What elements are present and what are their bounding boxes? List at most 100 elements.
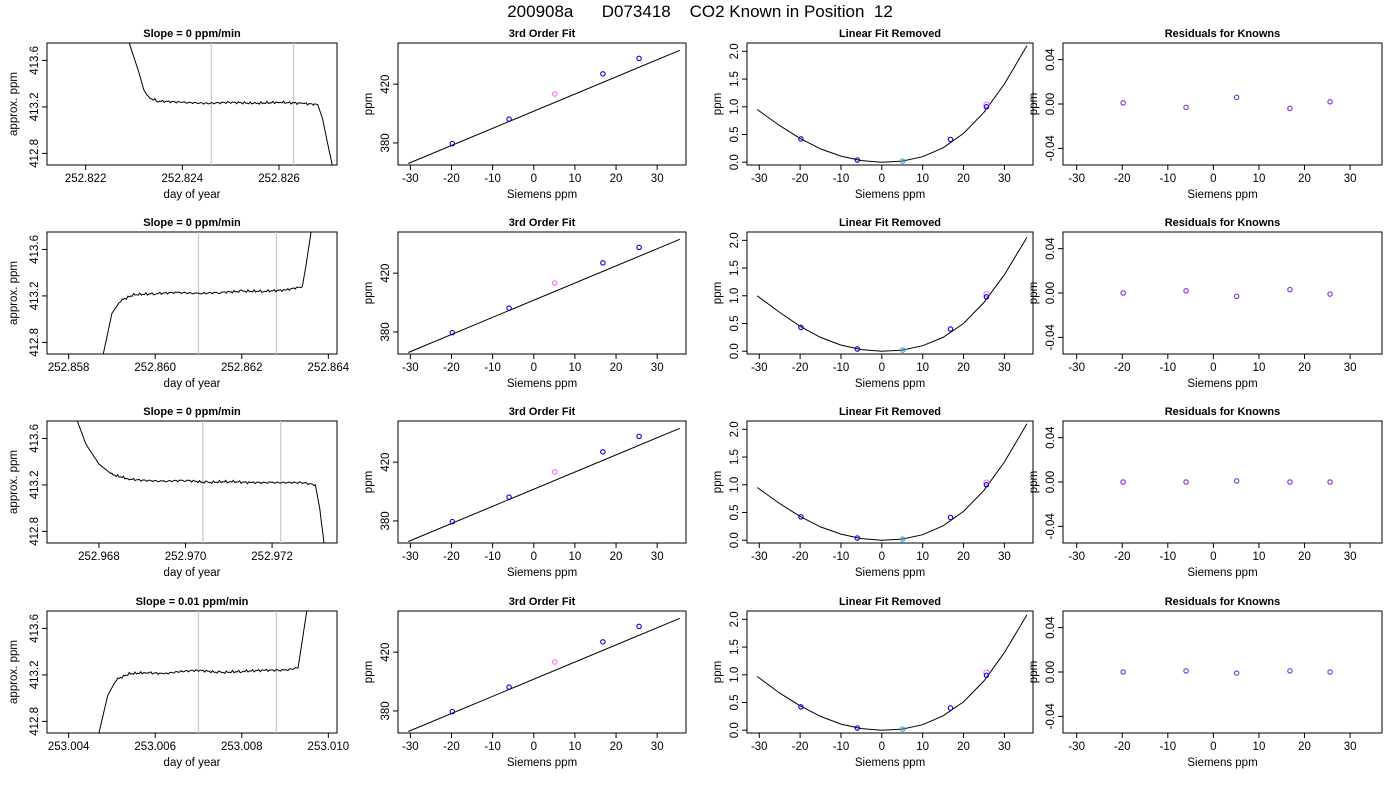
y-tick-label: 0.5 [729,316,741,332]
data-point [899,536,906,542]
data-point [947,514,954,521]
plot-frame [46,231,338,355]
plot-area [1120,94,1333,112]
x-axis-label: Siemens ppm [855,378,925,390]
plot-area [408,238,680,353]
data-point [1183,668,1189,674]
x-tick-label: -10 [833,362,850,374]
panel-residuals-row-2: Residuals for Knowns -30 -20 -10 0 10 20 30 -0.0… [1028,217,1383,390]
panel-title: Linear Fit Removed [839,596,941,608]
x-tick-label: 30 [998,551,1011,563]
panel-linear_removed-row-3: Linear Fit Removed -30 -20 -10 0 10 20 30 0.0 0.5… [712,406,1034,579]
data-point [1120,290,1126,296]
fit-curve [756,45,1028,163]
y-tick-label: 380 [380,133,392,152]
panel-title: 3rd Order Fit [509,406,576,418]
y-tick-label: 1.5 [729,260,741,276]
x-tick-label: 0 [531,362,537,374]
y-tick-label: -0.04 [1045,324,1057,351]
y-tick-label: 412.8 [29,517,41,546]
panel-trace-row-3: Slope = 0 ppm/min 252.968 252.970 252.972 41… [8,406,338,579]
y-axis-label: ppm [1028,661,1040,683]
y-axis-label: ppm [712,661,724,683]
y-tick-label: 413.6 [29,46,41,75]
data-point [798,324,804,331]
x-tick-label: 0 [1210,173,1216,185]
data-point [854,535,861,541]
y-tick-label: 0.0 [729,154,741,170]
y-tick-label: 413.2 [29,471,41,500]
x-tick-label: 0 [879,173,885,185]
y-tick-label: 0.5 [729,695,741,711]
y-tick-label: -0.04 [1045,703,1057,730]
data-point [1233,293,1240,300]
panel-trace-row-4: Slope = 0.01 ppm/min 253.004 253.006 253.00… [8,596,349,769]
x-tick-label: 0 [879,551,885,563]
data-point [449,518,456,525]
data-point [798,136,804,142]
y-tick-label: 1.0 [729,667,741,683]
y-axis-label: approx. ppm [8,640,20,704]
x-axis-label: day of year [164,189,221,201]
panel-title: Linear Fit Removed [839,406,941,418]
x-tick-label: 0 [879,741,885,753]
x-tick-label: 20 [1298,551,1311,563]
x-tick-label: -20 [443,173,460,185]
y-tick-label: 2.0 [729,232,741,248]
data-point [600,639,606,645]
y-axis-label: approx. ppm [8,72,20,136]
x-tick-label: -10 [1160,741,1177,753]
y-tick-label: 420 [380,75,392,94]
y-tick-label: 1.5 [729,449,741,465]
x-tick-label: 20 [957,362,970,374]
data-point [798,514,804,520]
data-point [1327,669,1333,675]
panel-title: 3rd Order Fit [509,596,576,608]
y-tick-label: 1.0 [729,477,741,493]
data-point [600,71,606,77]
data-point [552,91,558,97]
plot-area [408,617,680,732]
panel-title: Residuals for Knowns [1165,28,1281,40]
x-tick-label: 10 [916,551,929,563]
x-axis-label: Siemens ppm [507,189,577,201]
x-tick-label: 0 [531,173,537,185]
x-axis-label: Siemens ppm [507,567,577,579]
y-tick-label: 413.2 [29,661,41,690]
panel-linear_removed-row-1: Linear Fit Removed -30 -20 -10 0 10 20 30 0.0 0.5… [712,28,1034,201]
data-point-magenta [983,291,990,298]
x-tick-label: 30 [1344,362,1357,374]
y-tick-label: 0.04 [1045,48,1057,71]
x-axis-label: day of year [164,567,221,579]
y-tick-label: 0.0 [729,722,741,738]
page-title: 200908a D073418 CO2 Known in Position 12 [507,2,893,21]
plot-frame [397,42,687,166]
x-tick-label: 30 [651,362,664,374]
x-axis-label: Siemens ppm [855,567,925,579]
x-tick-label: -20 [792,741,809,753]
data-point [854,157,861,163]
data-point [1233,670,1240,676]
panel-title: Slope = 0 ppm/min [143,406,241,418]
trace-line [102,232,312,354]
panel-title: Slope = 0 ppm/min [143,217,241,229]
y-tick-label: 380 [380,511,392,530]
data-point [506,305,512,311]
y-tick-label: 2.0 [729,43,741,59]
plot-frame [1062,420,1383,544]
data-point [947,326,954,332]
plot-frame [746,231,1034,355]
x-tick-label: -20 [1114,741,1131,753]
x-tick-label: 30 [1344,173,1357,185]
x-tick-label: 10 [569,551,582,563]
plot-area [756,614,1028,732]
data-point [1183,288,1189,294]
data-point [1287,286,1293,293]
plot-area [1120,286,1333,300]
fit-curve [756,423,1028,541]
x-tick-label: 10 [916,173,929,185]
panel-title: 3rd Order Fit [509,217,576,229]
plot-area [76,421,325,543]
panel-fit-row-4: 3rd Order Fit -30 -20 -10 0 10 20 30 380 420 Sieme… [363,596,687,769]
y-tick-label: -0.04 [1045,513,1057,540]
